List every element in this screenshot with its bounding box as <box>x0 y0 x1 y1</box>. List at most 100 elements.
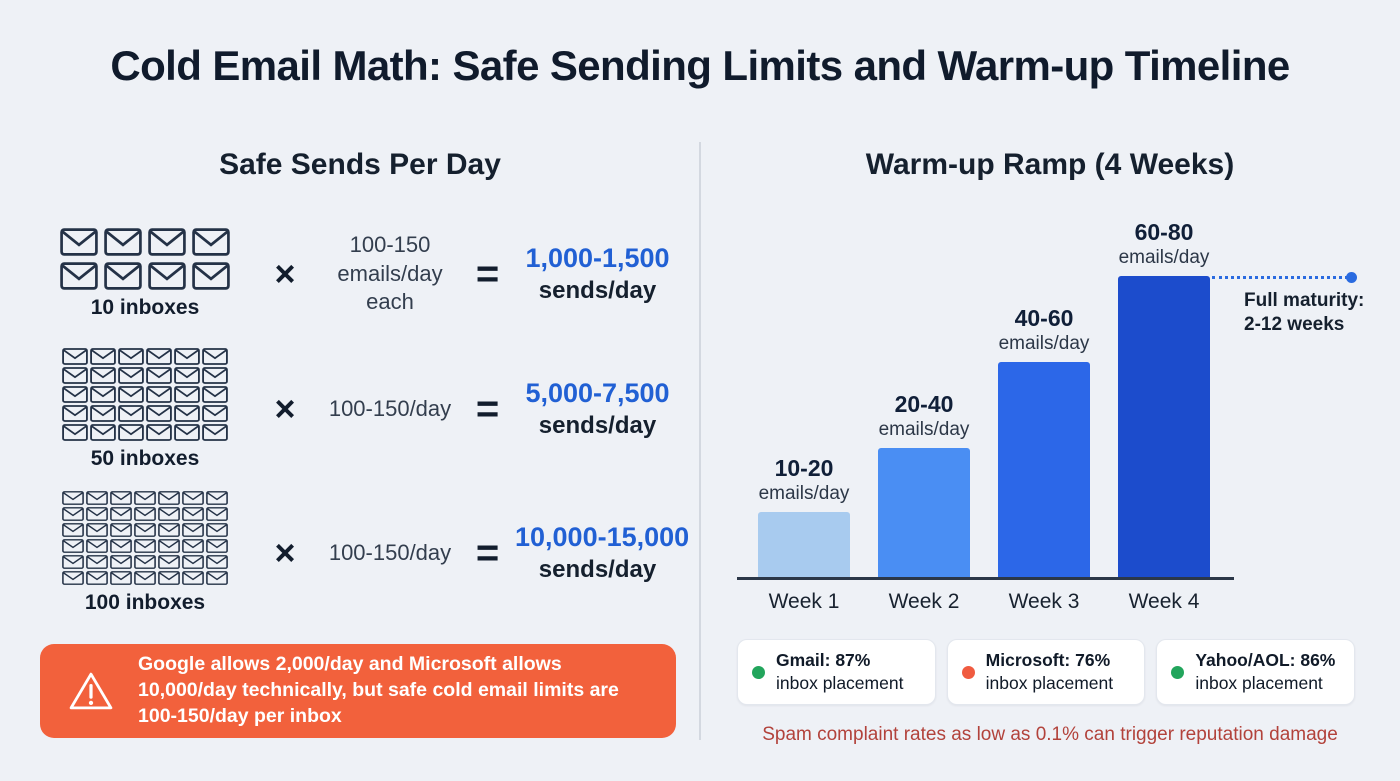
legend-sublabel: inbox placement <box>776 673 904 693</box>
envelope-icon <box>174 404 200 422</box>
bar-week-3 <box>998 362 1090 577</box>
legend-label: Yahoo/AOL: 86% <box>1195 650 1336 670</box>
envelope-icon <box>118 366 144 384</box>
envelope-icon <box>134 523 156 537</box>
result-value: 1,000-1,500 <box>525 243 670 273</box>
bar-range-label: 40-60 <box>1014 305 1074 331</box>
equals-symbol: = <box>475 386 500 431</box>
envelope-icon <box>110 507 132 521</box>
x-axis-labels: Week 1 Week 2 Week 3 Week 4 <box>737 590 1234 614</box>
chart-plot-area: 10-20 emails/day 20-40 emails/day 40-60 … <box>737 219 1234 580</box>
result-block: 10,000-15,000 sends/day <box>515 522 690 584</box>
equals-symbol: = <box>475 530 500 575</box>
envelope-icon <box>86 523 108 537</box>
envelope-icon <box>182 523 204 537</box>
result-value: 10,000-15,000 <box>515 522 690 552</box>
envelope-icon <box>62 491 84 505</box>
envelope-icon <box>110 555 132 569</box>
legend-sublabel: inbox placement <box>1195 673 1323 693</box>
legend-card-gmail: Gmail: 87% inbox placement <box>737 639 936 705</box>
envelope-icon <box>148 228 186 256</box>
envelope-icon <box>62 507 84 521</box>
envelope-icon <box>118 423 144 441</box>
envelope-icon <box>134 507 156 521</box>
spam-warning-note: Spam complaint rates as low as 0.1% can … <box>762 724 1338 745</box>
envelope-icon <box>202 347 228 365</box>
bar-unit-label: emails/day <box>878 419 970 440</box>
bar-range-label: 10-20 <box>774 455 834 481</box>
chart-column-week-1: 10-20 emails/day <box>758 455 850 577</box>
envelope-icon <box>158 571 180 585</box>
bar-unit-label: emails/day <box>998 333 1090 354</box>
envelope-icon <box>206 507 228 521</box>
envelope-icon <box>62 539 84 553</box>
envelope-icon <box>110 523 132 537</box>
inbox-pictogram <box>62 347 228 441</box>
legend: Gmail: 87% inbox placement Microsoft: 76… <box>737 639 1356 705</box>
chart-column-week-2: 20-40 emails/day <box>878 391 970 577</box>
envelope-icon <box>134 539 156 553</box>
page-title: Cold Email Math: Safe Sending Limits and… <box>110 42 1290 89</box>
rate-label: 100-150/day <box>328 395 452 421</box>
envelope-icon <box>86 539 108 553</box>
bar-label: 20-40 emails/day <box>879 391 970 441</box>
envelope-icon <box>146 347 172 365</box>
envelope-icon <box>118 404 144 422</box>
bar-label: 10-20 emails/day <box>759 455 850 505</box>
envelope-icon <box>174 366 200 384</box>
multiply-symbol: × <box>274 532 296 573</box>
envelope-icon <box>62 404 88 422</box>
x-tick-week-1: Week 1 <box>768 590 840 613</box>
bar-label: 40-60 emails/day <box>999 305 1090 355</box>
legend-sublabel: inbox placement <box>985 673 1114 693</box>
envelope-icon <box>86 571 108 585</box>
equation-row-100-inboxes: 100 inboxes × 100-150/day = 10,000-15,00… <box>40 488 690 618</box>
left-section-heading: Safe Sends Per Day <box>219 148 501 181</box>
inbox-pictogram-block: 10 inboxes <box>40 228 250 320</box>
result-value: 5,000-7,500 <box>525 378 670 408</box>
maturity-dotted-line <box>1212 272 1357 283</box>
bar-label: 60-80 emails/day <box>1119 219 1210 269</box>
envelope-icon <box>110 539 132 553</box>
x-tick-week-4: Week 4 <box>1128 590 1200 613</box>
inbox-count-label: 100 inboxes <box>84 591 206 614</box>
red-status-dot <box>961 665 975 679</box>
multiply-symbol: × <box>274 253 296 294</box>
inbox-pictogram-block: 50 inboxes <box>40 347 250 471</box>
envelope-icon <box>174 347 200 365</box>
envelope-icon <box>134 571 156 585</box>
legend-text: Yahoo/AOL: 86% inbox placement <box>1195 650 1335 694</box>
envelope-icon <box>158 555 180 569</box>
envelope-icon <box>62 555 84 569</box>
envelope-icon <box>158 539 180 553</box>
envelope-icon <box>206 555 228 569</box>
equation-row-50-inboxes: 50 inboxes × 100-150/day = 5,000-7,500 s… <box>40 346 680 472</box>
envelope-icon <box>206 539 228 553</box>
envelope-icon <box>62 347 88 365</box>
envelope-icon <box>182 539 204 553</box>
bar-range-label: 60-80 <box>1134 219 1194 245</box>
bar-unit-label: emails/day <box>758 483 850 504</box>
envelope-icon <box>206 491 228 505</box>
warning-triangle-icon <box>69 672 113 710</box>
envelope-icon <box>158 523 180 537</box>
envelope-icon <box>86 491 108 505</box>
equals-symbol: = <box>475 251 500 296</box>
envelope-icon <box>182 491 204 505</box>
envelope-icon <box>90 404 116 422</box>
bar-week-4 <box>1118 276 1210 577</box>
envelope-icon <box>146 385 172 403</box>
inbox-pictogram <box>60 228 230 290</box>
envelope-icon <box>60 228 98 256</box>
envelope-icon <box>62 385 88 403</box>
green-status-dot <box>1171 665 1185 679</box>
chart-column-week-4: 60-80 emails/day <box>1118 219 1210 577</box>
envelope-icon <box>148 262 186 290</box>
envelope-icon <box>192 228 230 256</box>
green-status-dot <box>752 665 765 679</box>
warning-text: Google allows 2,000/day and Microsoft al… <box>138 653 619 727</box>
bar-week-1 <box>758 512 850 577</box>
warmup-bar-chart: 10-20 emails/day 20-40 emails/day 40-60 … <box>737 219 1234 614</box>
maturity-annotation-line2: 2-12 weeks <box>1244 313 1345 335</box>
envelope-icon <box>192 262 230 290</box>
